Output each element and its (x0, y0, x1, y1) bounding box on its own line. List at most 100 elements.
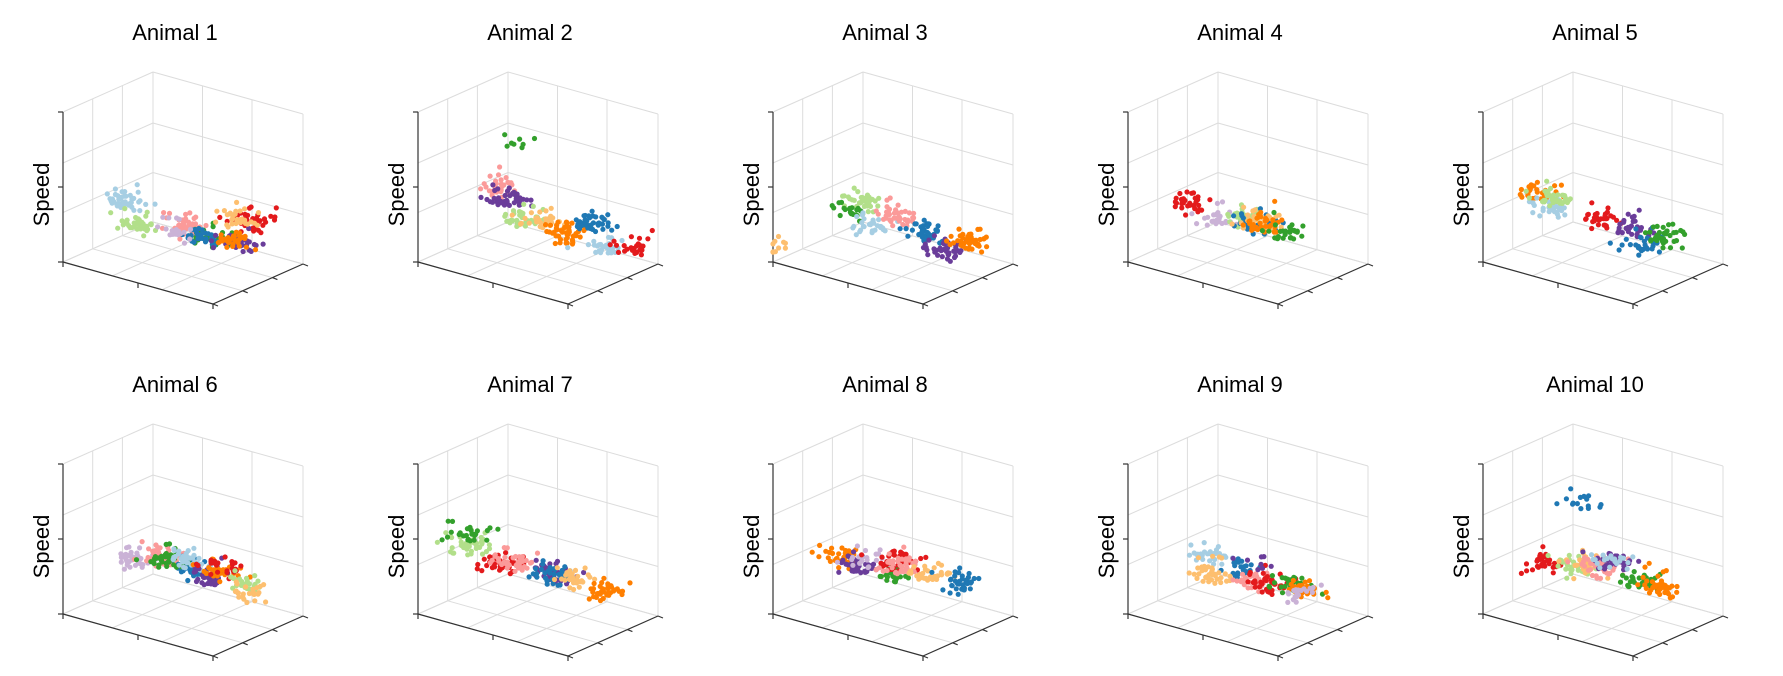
grid-line (507, 474, 659, 518)
data-point (776, 245, 782, 251)
data-point (203, 236, 209, 242)
data-point (1279, 217, 1285, 223)
grid-line (862, 423, 1014, 467)
data-point (449, 534, 455, 541)
data-point (1266, 583, 1272, 589)
data-point (951, 254, 958, 261)
data-point (1600, 552, 1606, 558)
grid-line (417, 172, 509, 213)
data-point (886, 551, 892, 557)
data-point (1205, 573, 1211, 580)
data-point (1602, 222, 1608, 228)
data-point (144, 209, 150, 215)
data-point (517, 136, 523, 142)
grid-line (507, 524, 659, 567)
data-point (1219, 561, 1225, 567)
data-point (533, 557, 539, 563)
data-point (590, 586, 597, 592)
data-point (153, 542, 159, 548)
data-point (1630, 554, 1636, 560)
data-point (1279, 590, 1286, 596)
data-point (593, 214, 599, 220)
data-point (935, 223, 941, 229)
data-point (205, 231, 211, 237)
z-axis-label: Speed (29, 163, 54, 227)
data-point (183, 226, 190, 232)
grid-line (467, 587, 558, 629)
data-point (834, 559, 841, 565)
data-point (861, 203, 868, 209)
data-point (910, 215, 916, 221)
data-point (1607, 564, 1613, 570)
grid-line (447, 248, 598, 292)
data-point (1249, 227, 1255, 233)
data-point (530, 203, 536, 209)
data-point (1186, 552, 1193, 558)
data-point (193, 214, 199, 220)
data-point (1674, 583, 1680, 590)
data-point (931, 246, 937, 252)
data-point (1540, 208, 1546, 214)
data-point (1269, 573, 1275, 579)
data-point (231, 575, 237, 582)
data-point (599, 580, 605, 586)
data-point (255, 227, 261, 233)
data-point (1284, 576, 1290, 582)
data-point (1266, 228, 1272, 234)
data-point (187, 210, 193, 216)
y-tick (922, 655, 929, 659)
data-point (1636, 558, 1642, 564)
data-point (1648, 587, 1654, 593)
y-tick (272, 277, 278, 281)
data-point (479, 551, 486, 557)
data-point (251, 241, 257, 248)
data-point (582, 217, 588, 223)
data-point (526, 574, 532, 580)
data-point (855, 189, 861, 195)
data-point (611, 588, 617, 594)
data-point (1646, 560, 1652, 566)
data-point (181, 240, 188, 246)
data-point (229, 561, 235, 568)
data-point (913, 221, 919, 227)
data-point (600, 586, 606, 592)
data-point (474, 566, 480, 572)
grid-line (822, 235, 913, 277)
grid-line (62, 573, 154, 615)
data-point (1212, 580, 1218, 586)
data-point (1641, 238, 1647, 244)
y-tick (1367, 615, 1374, 619)
grid-line (802, 600, 953, 644)
data-point (122, 189, 128, 195)
data-point (636, 235, 643, 241)
data-point (827, 558, 834, 565)
data-point (123, 557, 129, 563)
grid-line (152, 573, 304, 617)
data-point (1257, 584, 1263, 590)
data-point (1299, 575, 1305, 581)
data-point (860, 223, 867, 229)
data-point (782, 245, 789, 251)
y-axis (1632, 615, 1724, 657)
data-point (1658, 585, 1664, 592)
data-point (469, 531, 475, 537)
data-point (1604, 555, 1610, 562)
data-point (519, 555, 525, 561)
data-point (1271, 580, 1278, 586)
data-point (853, 232, 859, 238)
data-point (1580, 559, 1586, 565)
data-point (198, 231, 204, 238)
data-point (919, 234, 926, 240)
data-point (1650, 224, 1656, 230)
data-point (233, 588, 239, 594)
grid-line (417, 474, 509, 516)
grid-line (1572, 423, 1724, 467)
grid-line (507, 122, 659, 166)
data-point (214, 573, 220, 579)
data-point (597, 598, 604, 604)
data-point (605, 581, 611, 587)
data-point (148, 221, 154, 227)
data-point (1195, 555, 1202, 561)
data-point (273, 205, 279, 211)
